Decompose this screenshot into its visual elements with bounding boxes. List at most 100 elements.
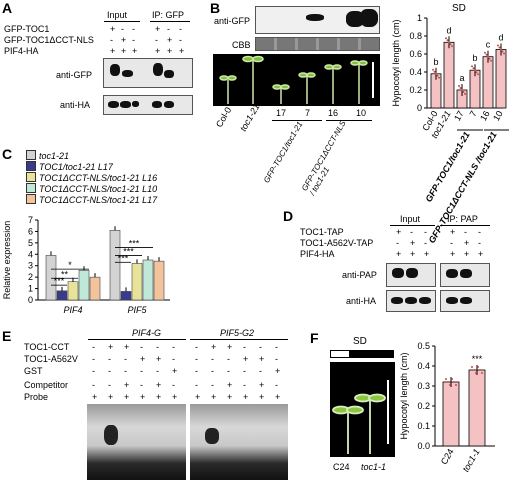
- y-tick-label: 0.4: [417, 361, 430, 371]
- panel-f-hypocotyl-chart: 0.0 0.1 0.2 0.3 0.4 0.5 Hypocotyl length (cm) C…: [399, 341, 495, 474]
- sign-mark: -: [450, 238, 453, 248]
- x-tick-label: 10: [491, 109, 505, 123]
- sign-mark: -: [195, 354, 198, 364]
- data-point: [448, 41, 450, 44]
- sign-mark: +: [227, 342, 233, 352]
- sign-mark: -: [275, 354, 278, 364]
- sign-mark: +: [108, 392, 114, 402]
- data-point: [477, 366, 479, 368]
- sign-mark: -: [108, 366, 111, 376]
- y-tick-label: 1: [28, 284, 33, 294]
- expression-bar: [89, 276, 101, 301]
- data-point: [503, 52, 505, 55]
- panel-a-ip-line: [150, 21, 190, 22]
- sign-mark: -: [155, 35, 158, 45]
- panel-e-right-title: PIF5-G2: [220, 328, 255, 338]
- sign-mark: -: [124, 366, 127, 376]
- sign-mark: +: [478, 249, 484, 259]
- hypocotyl-bar: [482, 56, 494, 109]
- data-point: [449, 43, 452, 46]
- panel-b-blot-cbb: [255, 37, 380, 51]
- data-point: [485, 53, 488, 56]
- data-point: [451, 378, 453, 380]
- expression-bar: [109, 229, 121, 301]
- data-point: [446, 39, 449, 42]
- sign-mark: +: [227, 392, 233, 402]
- legend-swatch: [26, 150, 36, 160]
- data-point: [445, 37, 447, 40]
- significance-mark: ***: [54, 276, 65, 286]
- sign-mark: -: [478, 238, 481, 248]
- panel-f-seedlings: [332, 380, 389, 454]
- sign-mark: +: [172, 366, 178, 376]
- panel-d-ip-title: IP: PAP: [447, 214, 478, 224]
- panel-a-band: [108, 101, 119, 108]
- hypocotyl-bar: [442, 381, 460, 447]
- expression-bar: [78, 269, 90, 301]
- panel-b-seedling-7: 7: [305, 108, 311, 118]
- panel-d-band: [419, 297, 431, 304]
- data-point: [447, 381, 449, 383]
- legend-item: TOC1/toc1-21 L17: [26, 161, 113, 172]
- panel-d-row-3: PIF4-HA: [300, 249, 335, 259]
- panel-a-row-3: PIF4-HA: [4, 46, 39, 56]
- panel-b-seedling-col0: Col-0: [214, 105, 234, 129]
- panel-a-row-1: GFP-TOC1: [4, 24, 50, 34]
- sign-mark: +: [450, 249, 456, 259]
- x-tick-label: PIF4: [63, 305, 82, 315]
- sign-mark: +: [243, 392, 249, 402]
- sign-mark: +: [275, 366, 281, 376]
- sign-mark: -: [140, 366, 143, 376]
- x-tick-label: C24: [439, 447, 456, 466]
- significance-letter: b: [433, 57, 438, 67]
- significance-mark: ***: [123, 246, 134, 256]
- panel-a-blot2-label: anti-HA: [60, 100, 91, 110]
- panel-d-band: [405, 297, 417, 304]
- sign-mark: -: [172, 354, 175, 364]
- hypocotyl-bar: [468, 369, 486, 447]
- data-point: [453, 381, 455, 383]
- y-tick-label: 0: [28, 295, 33, 305]
- panel-b-band: [360, 9, 378, 27]
- sign-mark: +: [92, 392, 98, 402]
- sign-mark: -: [275, 342, 278, 352]
- sign-mark: +: [155, 24, 161, 34]
- sign-mark: +: [121, 35, 127, 45]
- y-tick-label: 4: [28, 249, 33, 259]
- data-point: [471, 65, 473, 68]
- data-point: [497, 44, 499, 47]
- significance-mark: ***: [118, 253, 129, 263]
- sign-mark: -: [124, 354, 127, 364]
- sign-mark: -: [92, 380, 95, 390]
- panel-a-band: [164, 70, 174, 78]
- expression-bar: [131, 263, 143, 301]
- sign-mark: +: [124, 342, 130, 352]
- sign-mark: +: [110, 24, 116, 34]
- panel-b-blot2-label: CBB: [232, 40, 251, 50]
- panel-e-gel-right: [190, 404, 288, 480]
- panel-a-band: [120, 101, 131, 108]
- data-point: [462, 91, 465, 93]
- panel-a-band: [153, 63, 163, 76]
- data-point: [500, 48, 502, 51]
- y-tick-label: 0.1: [417, 421, 430, 431]
- panel-e-right-line: [190, 339, 288, 340]
- panel-d-ip-line: [440, 225, 490, 226]
- sign-mark: +: [259, 380, 265, 390]
- y-axis-label: Relative expression: [2, 221, 12, 300]
- legend-swatch: [26, 172, 36, 182]
- panel-b-group1: GFP-TOC1/toc1-21: [262, 120, 305, 185]
- panel-b-blot1-label: anti-GFP: [214, 16, 251, 26]
- panel-e-row-1: TOC1-CCT: [24, 342, 70, 352]
- significance-mark: ***: [129, 238, 140, 248]
- data-point: [471, 366, 473, 368]
- sign-mark: +: [396, 227, 402, 237]
- sign-mark: +: [167, 35, 173, 45]
- data-point: [451, 45, 453, 48]
- panel-a-band: [164, 101, 174, 108]
- y-tick-label: 0.3: [417, 381, 430, 391]
- data-point: [481, 372, 483, 374]
- expression-bar: [153, 260, 165, 301]
